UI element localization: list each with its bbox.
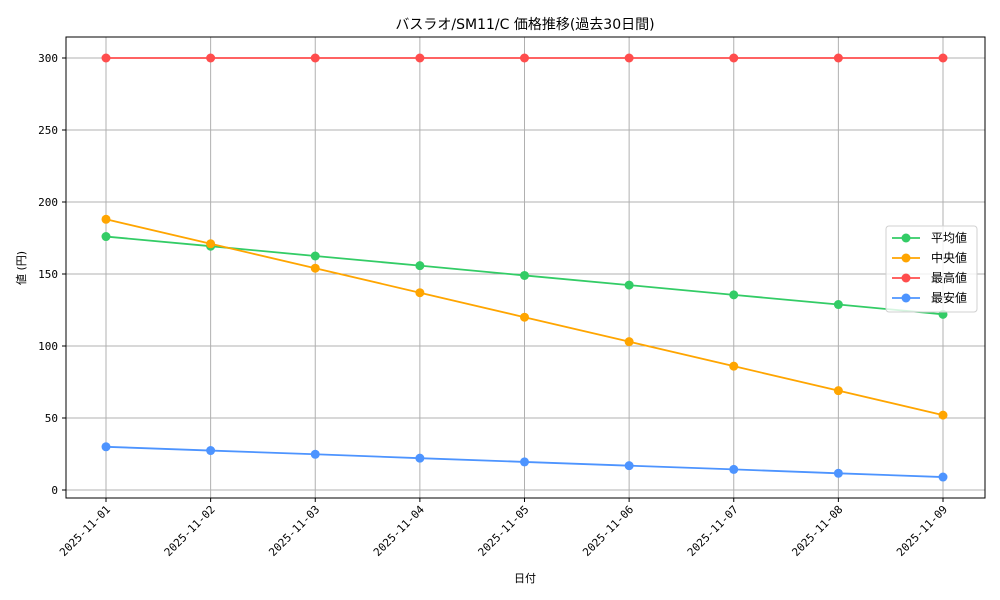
y-axis-label: 値 (円) — [15, 251, 28, 285]
data-point — [938, 53, 948, 63]
data-point — [101, 232, 111, 242]
legend-marker-icon — [901, 233, 911, 243]
y-tick-label: 50 — [45, 412, 58, 425]
legend-marker-icon — [901, 293, 911, 303]
series-1 — [101, 214, 948, 420]
data-point — [415, 53, 425, 63]
legend-box — [885, 225, 978, 313]
data-point — [624, 53, 634, 63]
data-point — [833, 300, 843, 310]
data-point — [729, 53, 739, 63]
y-tick-label: 200 — [38, 196, 58, 209]
data-point — [310, 263, 320, 273]
data-point — [101, 214, 111, 224]
data-point — [206, 446, 216, 456]
series-3 — [101, 442, 948, 482]
x-tick-label: 2025-11-08 — [789, 503, 845, 559]
y-tick-label: 0 — [51, 484, 58, 497]
data-point — [624, 461, 634, 471]
legend-marker-icon — [901, 273, 911, 283]
x-tick-label: 2025-11-06 — [580, 503, 636, 559]
data-point — [520, 53, 529, 63]
x-tick-label: 2025-11-02 — [162, 503, 218, 559]
data-point — [729, 361, 739, 371]
data-series — [101, 53, 948, 482]
data-point — [415, 261, 425, 271]
y-axis-ticks: 0 50 100 150 200 250 300 — [38, 52, 66, 497]
x-tick-label: 2025-11-03 — [266, 503, 322, 559]
data-point — [101, 53, 111, 63]
data-point — [520, 270, 529, 280]
y-tick-label: 250 — [38, 124, 58, 137]
data-point — [206, 53, 216, 63]
data-point — [206, 239, 216, 249]
x-tick-label: 2025-11-09 — [894, 503, 950, 559]
legend-marker-icon — [901, 253, 911, 263]
data-point — [310, 251, 320, 261]
legend-item-label: 最安値 — [931, 290, 967, 305]
grid-lines — [66, 37, 985, 498]
y-tick-label: 100 — [38, 340, 58, 353]
data-point — [624, 280, 634, 290]
legend-item-label: 最高値 — [931, 270, 967, 285]
data-point — [520, 457, 529, 467]
x-axis-ticks: 2025-11-01 2025-11-02 2025-11-03 2025-11-04… — [57, 498, 950, 559]
data-point — [310, 449, 320, 459]
data-point — [624, 337, 634, 347]
series-2 — [101, 53, 948, 63]
series-0 — [101, 232, 948, 319]
plot-frame — [65, 36, 986, 499]
data-point — [101, 442, 111, 452]
data-point — [938, 410, 948, 420]
x-axis-label: 日付 — [514, 572, 536, 585]
data-point — [833, 386, 843, 396]
legend-item-label: 平均値 — [931, 230, 967, 245]
y-tick-label: 150 — [38, 268, 58, 281]
y-tick-label: 300 — [38, 52, 58, 65]
data-point — [938, 472, 948, 482]
data-point — [415, 453, 425, 463]
x-tick-label: 2025-11-04 — [371, 503, 427, 559]
chart-title: バスラオ/SM11/C 価格推移(過去30日間) — [395, 17, 654, 33]
data-point — [729, 290, 739, 300]
data-point — [520, 312, 529, 322]
x-tick-label: 2025-11-01 — [57, 503, 113, 559]
data-point — [415, 288, 425, 298]
data-point — [833, 53, 843, 63]
data-point — [310, 53, 320, 63]
x-tick-label: 2025-11-05 — [476, 503, 532, 559]
x-tick-label: 2025-11-07 — [685, 503, 741, 559]
legend-item-label: 中央値 — [931, 250, 967, 265]
data-point — [833, 468, 843, 478]
data-point — [729, 464, 739, 474]
